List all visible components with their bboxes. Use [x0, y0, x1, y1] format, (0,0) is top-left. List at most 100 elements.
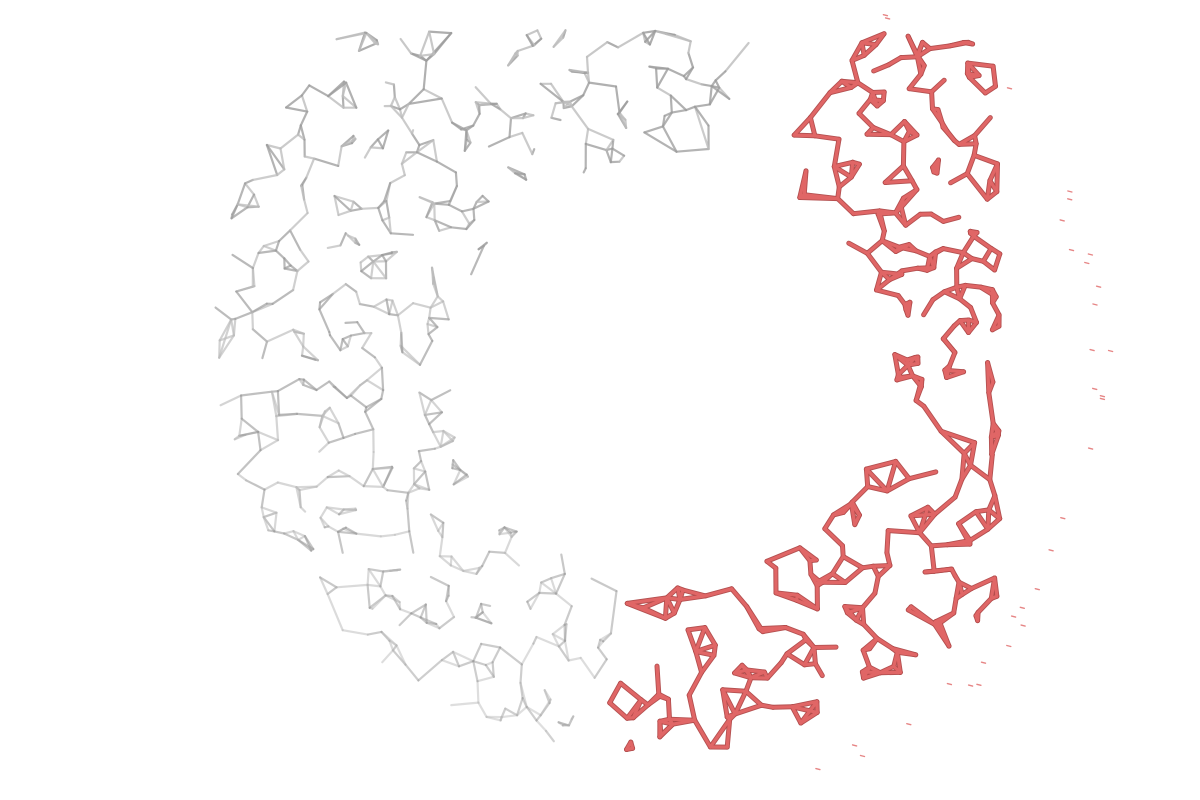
- gray-strut: [525, 29, 539, 37]
- red-fragment-strut: [1006, 644, 1012, 648]
- gray-strut: [338, 508, 345, 516]
- gray-strut: [433, 200, 452, 205]
- gray-strut: [400, 116, 414, 135]
- gray-strut: [381, 129, 390, 150]
- red-strut: [625, 596, 669, 606]
- gray-strut: [381, 252, 393, 257]
- gray-strut: [551, 632, 561, 648]
- gray-strut: [279, 133, 300, 150]
- red-fragment-strut: [1059, 219, 1065, 222]
- red-strut: [866, 485, 889, 493]
- gray-strut: [557, 639, 567, 648]
- gray-strut: [300, 84, 311, 97]
- gray-strut: [611, 138, 615, 150]
- gray-strut: [525, 705, 538, 722]
- gray-strut: [445, 599, 456, 619]
- red-strut: [877, 209, 898, 215]
- gray-strut: [567, 717, 573, 727]
- gray-strut: [400, 102, 410, 119]
- red-strut: [885, 477, 911, 493]
- red-fragment-strut: [980, 661, 987, 664]
- red-strut: [907, 470, 938, 481]
- gray-strut: [544, 729, 555, 743]
- gray-strut: [413, 483, 431, 491]
- gray-strut: [474, 616, 493, 625]
- red-strut: [914, 398, 926, 408]
- gray-strut: [297, 133, 306, 141]
- red-strut: [917, 505, 930, 535]
- gray-strut: [476, 680, 480, 704]
- red-strut: [849, 502, 857, 527]
- gray-strut: [508, 131, 524, 139]
- red-strut: [790, 705, 803, 725]
- gray-strut: [419, 30, 431, 57]
- red-strut: [889, 133, 906, 144]
- gray-strut: [438, 615, 456, 630]
- gray-strut: [382, 466, 394, 488]
- gray-strut: [429, 300, 445, 309]
- gray-strut: [425, 201, 434, 219]
- gray-strut: [472, 200, 490, 210]
- red-strut: [909, 512, 937, 518]
- red-strut: [968, 305, 979, 324]
- gray-strut: [410, 603, 427, 615]
- red-strut: [900, 266, 920, 273]
- gray-strut: [428, 30, 453, 35]
- red-strut: [799, 700, 819, 725]
- gray-strut: [424, 603, 428, 624]
- red-strut: [932, 621, 942, 626]
- gray-strut: [292, 530, 306, 538]
- red-strut: [956, 510, 978, 526]
- gray-strut: [303, 534, 315, 551]
- gray-strut: [384, 250, 398, 263]
- gray-strut: [485, 715, 502, 722]
- gray-strut: [371, 467, 385, 488]
- gray-strut: [427, 326, 439, 336]
- gray-strut: [319, 506, 328, 519]
- gray-strut: [262, 515, 270, 532]
- red-strut: [988, 478, 997, 498]
- gray-strut: [529, 591, 541, 610]
- red-strut: [828, 79, 844, 95]
- red-fragment-strut: [882, 13, 889, 17]
- gray-strut: [302, 345, 319, 362]
- red-strut: [967, 75, 987, 95]
- gray-strut: [389, 174, 406, 185]
- gray-strut: [514, 172, 526, 176]
- gray-strut: [609, 147, 614, 164]
- gray-strut: [437, 521, 445, 532]
- red-strut: [902, 119, 912, 133]
- gray-strut: [538, 591, 558, 595]
- red-strut: [830, 554, 845, 576]
- red-strut: [990, 301, 1001, 317]
- red-strut: [929, 543, 949, 548]
- red-strut: [995, 162, 1000, 194]
- gray-strut: [263, 481, 279, 491]
- gray-strut: [519, 681, 528, 709]
- gray-strut: [410, 132, 421, 147]
- gray-strut: [478, 102, 492, 107]
- red-strut: [861, 648, 872, 669]
- gray-strut: [521, 114, 535, 120]
- gray-strut: [328, 406, 340, 425]
- gray-strut: [292, 530, 300, 542]
- gray-strut: [369, 138, 379, 149]
- gray-strut: [429, 513, 445, 524]
- red-strut: [851, 209, 882, 216]
- red-strut: [942, 290, 962, 301]
- gray-strut: [328, 380, 335, 388]
- red-fragment-strut: [1095, 285, 1102, 288]
- red-strut: [880, 239, 901, 249]
- gray-strut: [498, 526, 506, 532]
- red-strut: [981, 259, 997, 272]
- gray-strut: [551, 632, 567, 642]
- gray-strut: [618, 154, 626, 163]
- gray-strut: [583, 71, 591, 84]
- red-strut: [850, 41, 864, 63]
- red-strut: [817, 579, 825, 584]
- red-strut: [963, 283, 983, 289]
- gray-strut: [429, 513, 440, 532]
- gray-strut: [393, 530, 411, 536]
- gray-strut: [319, 576, 329, 596]
- red-strut: [970, 257, 985, 263]
